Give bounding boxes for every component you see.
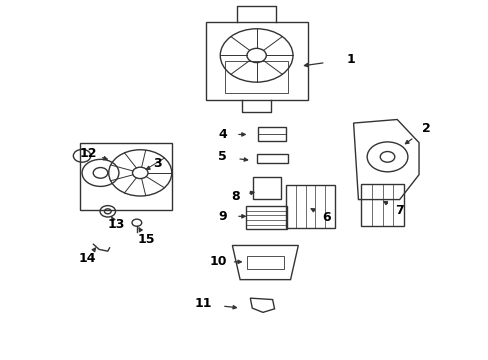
Bar	[246, 256, 283, 269]
Text: 7: 7	[394, 204, 403, 217]
Text: 10: 10	[209, 255, 226, 268]
Text: 3: 3	[153, 157, 161, 171]
Text: 13: 13	[107, 218, 124, 231]
Bar	[80, 143, 171, 210]
Bar	[253, 177, 281, 199]
Text: 8: 8	[231, 189, 240, 203]
Bar	[245, 206, 286, 229]
Text: 5: 5	[218, 150, 226, 163]
Text: 9: 9	[218, 210, 226, 223]
Text: 11: 11	[194, 297, 212, 310]
Bar	[224, 61, 287, 93]
Text: 1: 1	[346, 53, 355, 66]
Bar	[205, 22, 307, 100]
Text: 12: 12	[80, 147, 97, 160]
Text: 14: 14	[78, 252, 96, 265]
Bar	[257, 127, 285, 141]
Bar	[256, 154, 287, 163]
Bar	[285, 185, 334, 228]
Text: 6: 6	[322, 211, 330, 224]
Text: 15: 15	[138, 233, 155, 246]
Text: 2: 2	[421, 122, 430, 135]
Bar	[361, 184, 403, 226]
Text: 4: 4	[218, 128, 226, 141]
